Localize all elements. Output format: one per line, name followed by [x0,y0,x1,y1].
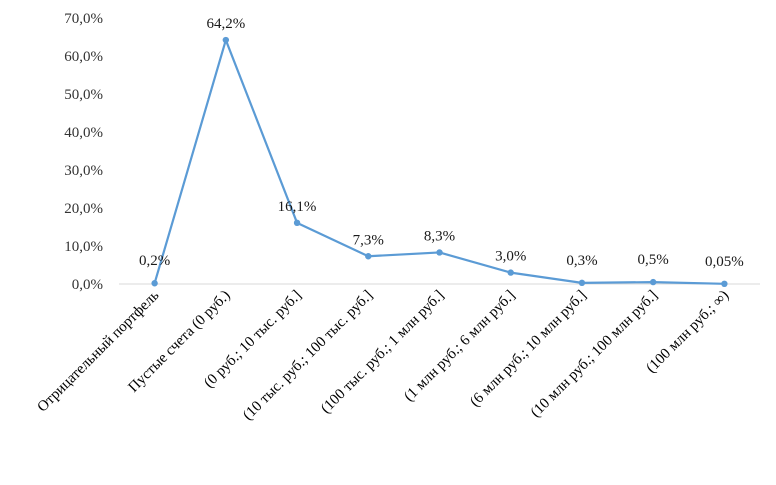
data-point [293,219,301,227]
x-tick-label: Отрицательный портфель [35,287,163,415]
data-label: 7,3% [353,232,384,248]
data-point [721,280,728,288]
x-tick-label: (100 тыс. руб.; 1 млн руб.] [318,288,447,417]
data-label: 16,1% [278,199,317,215]
x-tick-label: (10 тыс. руб.; 100 тыс. руб.] [240,288,376,424]
data-label: 0,3% [566,253,597,269]
data-label: 0,05% [705,254,744,270]
data-label: 0,2% [139,253,170,269]
y-tick-label: 30,0% [64,163,103,179]
data-series [151,36,728,288]
y-tick-label: 10,0% [64,239,103,255]
y-tick-label: 0,0% [72,277,103,293]
x-tick-label: (6 млн руб.; 10 млн руб.] [467,288,590,411]
y-tick-label: 20,0% [64,201,103,217]
data-labels: 0,2% 64,2% 16,1% 7,3% 8,3% 3,0% 0,3% 0,5% 0,05% [139,16,744,270]
data-label: 0,5% [638,252,669,268]
data-point [151,280,158,287]
data-point [649,278,657,286]
data-point [507,269,514,276]
series-line [153,38,726,285]
y-tick-label: 40,0% [64,125,103,141]
data-label: 3,0% [495,249,526,265]
data-point [222,36,230,44]
data-point [578,279,586,287]
x-tick-label: (10 млн руб.; 100 млн руб.] [528,288,661,421]
y-tick-label: 60,0% [64,49,103,65]
data-point [436,249,443,256]
y-tick-label: 70,0% [64,11,103,27]
y-axis: 0,0% 10,0% 20,0% 30,0% 40,0% 50,0% 60,0% 70,0% [64,11,103,293]
data-point [365,253,372,260]
y-tick-label: 50,0% [64,87,103,103]
data-label: 64,2% [206,16,245,32]
data-label: 8,3% [424,228,455,244]
